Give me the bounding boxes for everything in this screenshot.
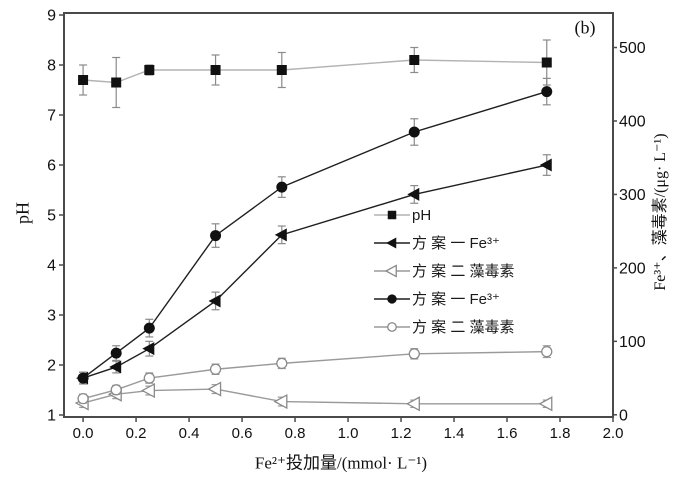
marker-square-filled [387, 210, 397, 220]
marker-circle-filled [110, 347, 122, 359]
marker-circle-filled [77, 372, 89, 384]
marker-circle-open [408, 348, 420, 360]
marker-triangle-left-open [538, 396, 553, 412]
marker-triangle-left-filled [208, 294, 221, 308]
legend-entry-1: 方 案 一 Fe³⁺ [374, 234, 500, 252]
marker-square-filled [210, 65, 221, 75]
marker-circle-open [541, 345, 553, 358]
marker-square-filled [409, 55, 420, 65]
marker-triangle-left-filled [407, 187, 420, 201]
y-right-axis-title: Fe³⁺、藻毒素/(μg· L⁻¹) [652, 133, 669, 291]
y-left-tick-label: 2 [47, 358, 56, 375]
y-left-axis-title: pH [12, 202, 33, 224]
legend-label: 方 案 二 藻毒素 [412, 262, 515, 280]
y-left-tick-label: 1 [47, 408, 56, 425]
y-left-tick-label: 5 [47, 208, 56, 225]
series-4-circle-open [77, 345, 553, 405]
marker-triangle-left-open [140, 382, 155, 399]
panel-label: (b) [574, 17, 596, 38]
y-left-tick-label: 6 [47, 158, 56, 175]
marker-square-filled [144, 65, 155, 75]
y-right-tick-label: 500 [619, 40, 646, 57]
x-tick-label: 1.8 [550, 425, 571, 442]
marker-circle-filled [143, 322, 155, 334]
x-tick-label: 1.6 [497, 425, 518, 442]
series-2-triangle-left-open [74, 381, 553, 412]
y-left-tick-label: 8 [47, 58, 56, 75]
y-left-tick-label: 9 [47, 8, 56, 25]
y-right-axis: 0 100 200 300 400 500 [613, 40, 646, 424]
series-0-square-filled [78, 39, 552, 109]
marker-circle-open [276, 357, 288, 370]
x-tick-label: 0.4 [179, 425, 200, 442]
y-left-tick-label: 3 [47, 308, 56, 325]
marker-circle-open [143, 372, 155, 384]
series-1-triangle-left-filled [76, 154, 552, 385]
x-tick-label: 1.0 [338, 425, 359, 442]
marker-triangle-left-open [384, 264, 397, 278]
marker-triangle-left-filled [109, 360, 122, 374]
y-left-axis: 1 2 3 4 5 6 7 8 9 [47, 8, 64, 425]
legend-entry-4: 方 案 二 藻毒素 [374, 318, 515, 336]
legend-entry-3: 方 案 一 Fe³⁺ [374, 290, 500, 308]
y-left-tick-label: 4 [47, 258, 56, 275]
series-3-circle-filled [77, 77, 553, 385]
x-tick-label: 0.2 [126, 425, 147, 442]
marker-square-filled [78, 75, 89, 85]
marker-circle-filled [541, 86, 553, 98]
marker-circle-open [110, 384, 122, 396]
x-axis-title: Fe²⁺投加量/(mmol· L⁻¹) [254, 453, 428, 473]
marker-square-filled [541, 57, 552, 68]
marker-circle-filled [210, 230, 222, 242]
marker-triangle-left-filled [386, 237, 397, 249]
marker-triangle-left-open [207, 381, 222, 397]
x-tick-label: 1.4 [444, 425, 465, 442]
y-right-tick-label: 200 [619, 260, 646, 277]
marker-triangle-left-filled [142, 342, 155, 356]
marker-circle-filled [276, 181, 288, 193]
legend-label: 方 案 二 藻毒素 [412, 318, 515, 336]
y-right-tick-label: 100 [619, 334, 646, 351]
marker-circle-open [209, 363, 222, 375]
legend-label: 方 案 一 Fe³⁺ [412, 234, 500, 252]
y-left-tick-label: 7 [47, 108, 56, 125]
legend-label: pH [412, 207, 431, 224]
x-tick-label: 0.0 [73, 425, 94, 442]
legend-entry-2: 方 案 二 藻毒素 [374, 262, 515, 280]
marker-circle-open [387, 322, 397, 332]
marker-square-filled [111, 77, 122, 88]
y-right-tick-label: 400 [619, 113, 646, 130]
x-tick-label: 1.2 [391, 425, 412, 442]
y-right-tick-label: 300 [619, 187, 646, 204]
marker-triangle-left-open [405, 396, 420, 412]
marker-circle-filled [387, 294, 397, 304]
marker-triangle-left-open [273, 393, 288, 410]
x-axis: 0.0 0.2 0.4 0.6 0.8 1.0 1.2 1.4 1.6 1.8 2.0 [73, 417, 624, 442]
marker-triangle-left-filled [274, 228, 287, 242]
marker-triangle-left-filled [539, 158, 552, 172]
x-tick-label: 2.0 [603, 425, 624, 442]
marker-circle-open [77, 392, 89, 405]
marker-circle-filled [408, 126, 420, 138]
x-tick-label: 0.8 [285, 425, 306, 442]
y-right-tick-label: 0 [619, 407, 628, 424]
legend-label: 方 案 一 Fe³⁺ [412, 290, 500, 308]
marker-square-filled [276, 65, 287, 75]
x-tick-label: 0.6 [232, 425, 253, 442]
legend-entry-0: pH [374, 207, 431, 224]
